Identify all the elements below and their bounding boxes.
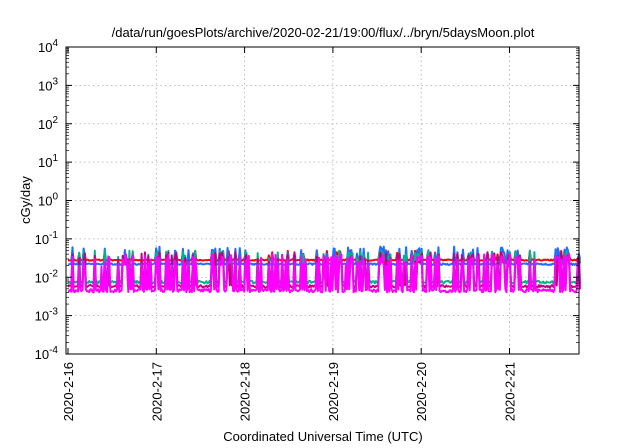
x-tick-label: 2020-2-18 (238, 362, 253, 421)
x-tick-label: 2020-2-17 (149, 362, 164, 421)
y-tick-label: 103 (38, 76, 58, 93)
x-tick-label: 2020-2-19 (326, 362, 341, 421)
data-series (67, 245, 582, 294)
y-tick-label: 101 (38, 153, 58, 170)
y-axis-ticks: 10-4 10-3 10-2 10-1 100 101 102 103 104 (35, 38, 579, 362)
y-tick-label: 104 (38, 38, 58, 55)
y-tick-label: 10-4 (35, 345, 59, 362)
series-line-5 (67, 253, 582, 294)
y-tick-label: 100 (38, 192, 58, 209)
x-tick-label: 2020-2-16 (61, 362, 76, 421)
y-tick-label: 10-3 (35, 307, 59, 324)
y-tick-label: 10-1 (35, 230, 59, 247)
y-tick-label: 10-2 (35, 268, 59, 285)
y-axis-label: cGy/day (18, 176, 33, 224)
x-axis-ticks: 2020-2-16 2020-2-17 2020-2-18 2020-2-19 2020… (61, 47, 518, 421)
x-axis-label: Coordinated Universal Time (UTC) (223, 429, 422, 444)
x-tick-label: 2020-2-21 (503, 362, 518, 421)
chart-title: /data/run/goesPlots/archive/2020-02-21/1… (112, 25, 535, 40)
x-tick-label: 2020-2-20 (414, 362, 429, 421)
grid-lines (66, 47, 579, 354)
y-tick-label: 102 (38, 115, 58, 132)
